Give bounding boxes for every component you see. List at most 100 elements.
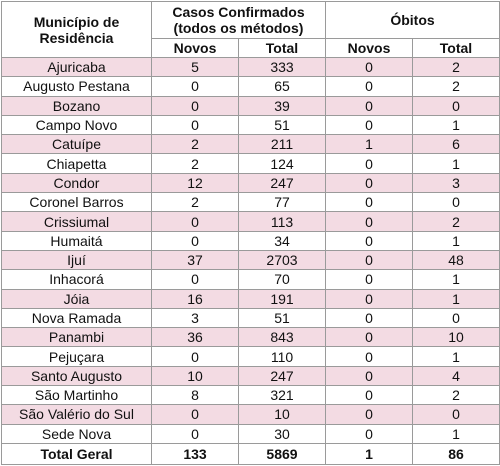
header-obitos: Óbitos <box>325 1 500 39</box>
table-row: Jóia 16 191 0 1 <box>1 288 500 309</box>
table-row: Campo Novo 0 51 0 1 <box>1 114 500 136</box>
cell-obitos-total: 1 <box>412 114 500 136</box>
cell-obitos-total: 0 <box>412 192 500 213</box>
cell-municipio: Humaitá <box>1 230 152 251</box>
cell-obitos-total: 0 <box>412 404 500 425</box>
cell-obitos-total: 48 <box>412 249 500 271</box>
cell-obitos-novos: 0 <box>325 346 413 367</box>
cell-casos-novos: 0 <box>151 269 239 290</box>
cell-casos-novos: 0 <box>151 404 239 425</box>
cell-municipio: Coronel Barros <box>1 192 152 213</box>
cell-obitos-total: 1 <box>412 153 500 174</box>
total-row: Total Geral 133 5869 1 86 <box>1 442 500 465</box>
cell-casos-novos: 0 <box>151 95 239 116</box>
cell-casos-novos: 2 <box>151 153 239 174</box>
cell-casos-novos: 0 <box>151 423 239 444</box>
cell-casos-novos: 3 <box>151 307 239 329</box>
table-row: Nova Ramada 3 51 0 0 <box>1 307 500 329</box>
cell-municipio: São Martinho <box>1 385 152 406</box>
cell-obitos-novos: 0 <box>325 365 413 387</box>
cell-obitos-novos: 0 <box>325 249 413 271</box>
cell-obitos-novos: 0 <box>325 230 413 251</box>
cell-casos-total: 247 <box>238 365 326 387</box>
table-row: São Valério do Sul 0 10 0 0 <box>1 404 500 425</box>
total-casos-novos: 133 <box>151 442 239 465</box>
cell-municipio: Sede Nova <box>1 423 152 444</box>
table-row: Ijuí 37 2703 0 48 <box>1 249 500 271</box>
cell-municipio: Panambi <box>1 327 152 348</box>
table-row: Bozano 0 39 0 0 <box>1 95 500 116</box>
cell-casos-total: 51 <box>238 307 326 329</box>
cell-municipio: Crissiumal <box>1 211 152 232</box>
cell-casos-novos: 12 <box>151 172 239 194</box>
header-municipio: Município de Residência <box>1 1 152 58</box>
cell-obitos-novos: 0 <box>325 269 413 290</box>
cell-obitos-novos: 0 <box>325 307 413 329</box>
cell-municipio: Bozano <box>1 95 152 116</box>
cell-casos-novos: 0 <box>151 114 239 136</box>
cell-casos-novos: 10 <box>151 365 239 387</box>
cell-casos-novos: 37 <box>151 249 239 271</box>
table-row: Panambi 36 843 0 10 <box>1 327 500 348</box>
cell-casos-total: 77 <box>238 192 326 213</box>
cell-municipio: Chiapetta <box>1 153 152 174</box>
cell-casos-novos: 36 <box>151 327 239 348</box>
table-body: Ajuricaba 5 333 0 2 Augusto Pestana 0 65 0 2 Bozan… <box>1 56 500 444</box>
cell-casos-total: 70 <box>238 269 326 290</box>
cell-obitos-total: 1 <box>412 346 500 367</box>
header-casos-novos: Novos <box>151 38 239 58</box>
cell-casos-total: 110 <box>238 346 326 367</box>
cell-obitos-novos: 0 <box>325 192 413 213</box>
cell-obitos-total: 1 <box>412 269 500 290</box>
cell-casos-total: 321 <box>238 385 326 406</box>
cell-obitos-total: 1 <box>412 423 500 444</box>
cell-casos-total: 30 <box>238 423 326 444</box>
cell-casos-total: 10 <box>238 404 326 425</box>
cell-municipio: Catuípe <box>1 134 152 155</box>
table-row: Augusto Pestana 0 65 0 2 <box>1 76 500 97</box>
cell-casos-total: 247 <box>238 172 326 194</box>
total-obitos-total: 86 <box>412 442 500 465</box>
cell-casos-total: 34 <box>238 230 326 251</box>
cell-casos-total: 211 <box>238 134 326 155</box>
total-label: Total Geral <box>1 442 152 465</box>
cell-casos-total: 124 <box>238 153 326 174</box>
table-row: Inhacorá 0 70 0 1 <box>1 269 500 290</box>
cell-municipio: Condor <box>1 172 152 194</box>
cell-municipio: Pejuçara <box>1 346 152 367</box>
cell-obitos-total: 2 <box>412 385 500 406</box>
cell-casos-novos: 0 <box>151 76 239 97</box>
table-row: Coronel Barros 2 77 0 0 <box>1 192 500 213</box>
table-row: São Martinho 8 321 0 2 <box>1 385 500 406</box>
cell-obitos-total: 2 <box>412 56 500 78</box>
header-obitos-total: Total <box>412 38 500 58</box>
cell-casos-novos: 16 <box>151 288 239 309</box>
cell-obitos-novos: 0 <box>325 153 413 174</box>
cell-obitos-total: 2 <box>412 211 500 232</box>
cell-obitos-novos: 1 <box>325 134 413 155</box>
cell-obitos-total: 3 <box>412 172 500 194</box>
header-casos-total: Total <box>238 38 326 58</box>
cell-casos-total: 65 <box>238 76 326 97</box>
cell-obitos-total: 2 <box>412 76 500 97</box>
cell-casos-novos: 2 <box>151 134 239 155</box>
cell-obitos-novos: 0 <box>325 385 413 406</box>
cell-obitos-total: 6 <box>412 134 500 155</box>
cell-obitos-novos: 0 <box>325 423 413 444</box>
cell-municipio: São Valério do Sul <box>1 404 152 425</box>
total-casos-total: 5869 <box>238 442 326 465</box>
cell-obitos-total: 0 <box>412 307 500 329</box>
cell-obitos-novos: 0 <box>325 95 413 116</box>
cell-casos-total: 333 <box>238 56 326 78</box>
header-casos-confirmados: Casos Confirmados (todos os métodos) <box>151 1 326 39</box>
cell-municipio: Jóia <box>1 288 152 309</box>
cell-casos-total: 51 <box>238 114 326 136</box>
cell-casos-total: 39 <box>238 95 326 116</box>
table-row: Santo Augusto 10 247 0 4 <box>1 365 500 387</box>
table-row: Humaitá 0 34 0 1 <box>1 230 500 251</box>
cell-obitos-novos: 0 <box>325 404 413 425</box>
cell-obitos-novos: 0 <box>325 327 413 348</box>
total-obitos-novos: 1 <box>325 442 413 465</box>
cell-municipio: Campo Novo <box>1 114 152 136</box>
